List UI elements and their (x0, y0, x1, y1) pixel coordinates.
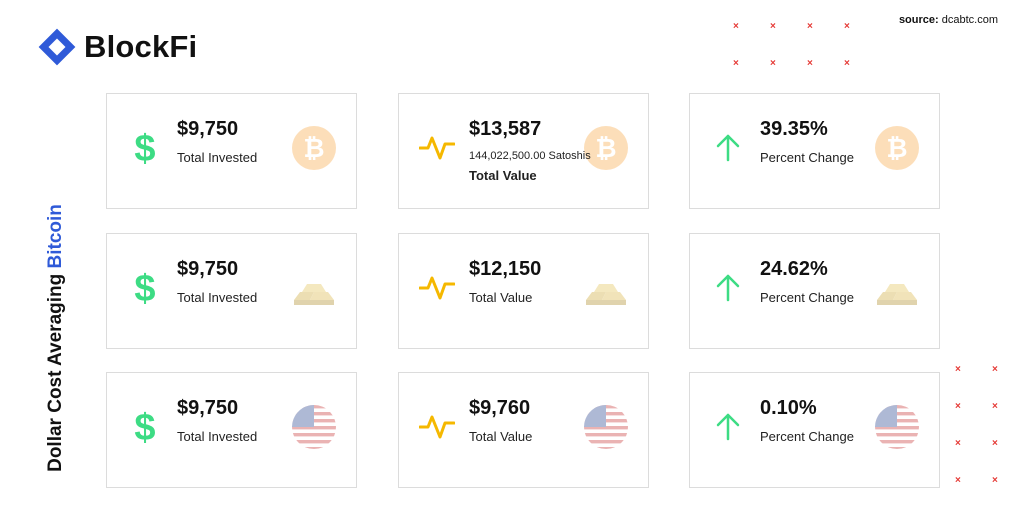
stat-label: Total Value (469, 429, 533, 444)
dollar-icon: $ (127, 126, 163, 170)
x-mark-icon: × (733, 58, 739, 69)
source-label: source: (898, 14, 939, 26)
x-mark-icon: × (955, 401, 961, 412)
stat-card-invested: $ $9,750 Total Invested (106, 233, 357, 349)
stat-card-value: ₿ $13,587 144,022,500.00 Satoshis Total Va… (398, 93, 649, 209)
x-mark-icon: × (770, 21, 776, 32)
us-flag-icon (582, 403, 630, 451)
x-mark-icon: × (992, 438, 998, 449)
stat-value: 24.62% (760, 258, 828, 280)
svg-text:$: $ (134, 407, 155, 447)
bitcoin-icon: ₿ (873, 124, 921, 172)
stat-card-value: $12,150 Total Value (398, 233, 649, 349)
pulse-icon (418, 126, 456, 168)
arrow-up-icon (710, 405, 746, 447)
x-mark-icon: × (992, 401, 998, 412)
svg-text:$: $ (134, 268, 155, 308)
stat-card-change: 0.10% Percent Change (689, 372, 940, 488)
side-title-highlight: Bitcoin (45, 204, 66, 269)
dollar-icon: $ (127, 266, 163, 310)
side-title: Dollar Cost Averaging Bitcoin (45, 204, 67, 472)
gold-bars-icon (873, 264, 921, 312)
us-flag-icon (290, 403, 338, 451)
svg-text:₿: ₿ (303, 133, 324, 163)
x-mark-icon: × (955, 438, 961, 449)
stat-card-invested: $ $9,750 Total Invested (106, 372, 357, 488)
stat-label: Total Value (469, 168, 537, 183)
stat-card-change: ₿ 39.35% Percent Change (689, 93, 940, 209)
stat-card-invested: $ ₿ $9,750 Total Invested (106, 93, 357, 209)
stat-value: $9,750 (177, 258, 239, 280)
blockfi-logo-icon (38, 28, 76, 66)
brand-logo: BlockFi (38, 28, 197, 66)
gold-bars-icon (290, 264, 338, 312)
dollar-icon: $ (127, 405, 163, 449)
stat-value: $9,750 (177, 397, 239, 419)
pulse-icon (418, 405, 456, 447)
x-mark-icon: × (844, 58, 850, 69)
pulse-icon (418, 266, 456, 308)
source-value: dcabtc.com (941, 14, 998, 26)
arrow-up-icon (710, 126, 746, 168)
stat-label: Total Invested (177, 429, 258, 444)
stat-value: 39.35% (760, 118, 828, 140)
svg-text:₿: ₿ (595, 133, 616, 163)
x-mark-icon: × (807, 58, 813, 69)
source-note: source: dcabtc.com (899, 14, 998, 26)
side-title-prefix: Dollar Cost Averaging (45, 268, 66, 472)
stat-value: $13,587 (469, 118, 542, 140)
x-mark-icon: × (955, 364, 961, 375)
stat-label: Percent Change (760, 150, 854, 165)
svg-text:$: $ (134, 128, 155, 168)
stat-value: $12,150 (469, 258, 542, 280)
arrow-up-icon (710, 266, 746, 308)
stat-label: Total Invested (177, 150, 258, 165)
stat-label: Total Invested (177, 290, 258, 305)
stat-value: 0.10% (760, 397, 817, 419)
us-flag-icon (873, 403, 921, 451)
x-mark-icon: × (733, 21, 739, 32)
x-mark-icon: × (992, 364, 998, 375)
x-mark-icon: × (955, 475, 961, 486)
gold-bars-icon (582, 264, 630, 312)
bitcoin-icon: ₿ (290, 124, 338, 172)
brand-name: BlockFi (84, 29, 198, 64)
x-mark-icon: × (844, 21, 850, 32)
x-mark-icon: × (807, 21, 813, 32)
stat-label: Percent Change (760, 429, 854, 444)
stat-label: Total Value (469, 290, 533, 305)
stat-card-change: 24.62% Percent Change (689, 233, 940, 349)
x-mark-icon: × (992, 475, 998, 486)
bitcoin-icon: ₿ (582, 124, 630, 172)
x-mark-icon: × (770, 58, 776, 69)
stat-sublabel: 144,022,500.00 Satoshis (469, 150, 591, 162)
stat-value: $9,750 (177, 118, 239, 140)
stat-label: Percent Change (760, 290, 854, 305)
stat-card-value: $9,760 Total Value (398, 372, 649, 488)
svg-text:₿: ₿ (886, 133, 907, 163)
stat-value: $9,760 (469, 397, 531, 419)
